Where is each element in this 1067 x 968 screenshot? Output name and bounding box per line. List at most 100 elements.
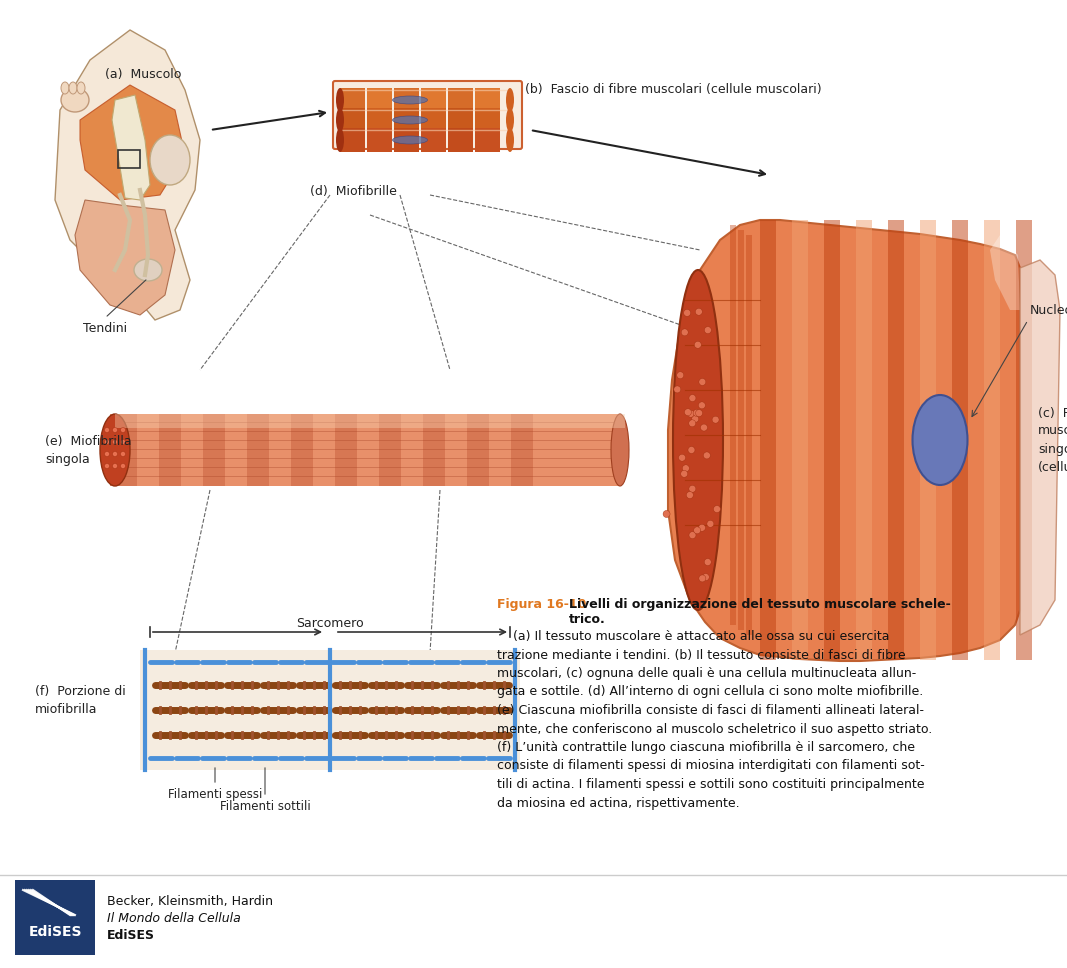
Bar — [421, 108, 446, 132]
Ellipse shape — [704, 326, 712, 334]
Ellipse shape — [393, 96, 428, 104]
Ellipse shape — [687, 410, 695, 417]
Polygon shape — [1020, 260, 1060, 635]
Ellipse shape — [336, 108, 344, 132]
Bar — [448, 88, 473, 112]
Ellipse shape — [679, 454, 686, 461]
Ellipse shape — [694, 527, 701, 533]
Ellipse shape — [703, 452, 711, 459]
Text: EdiSES: EdiSES — [107, 929, 155, 942]
Ellipse shape — [393, 116, 428, 124]
Bar — [888, 220, 904, 660]
Bar — [394, 128, 419, 152]
Bar — [291, 414, 313, 486]
Bar — [511, 414, 534, 486]
Ellipse shape — [393, 136, 428, 144]
Bar — [920, 220, 936, 660]
Ellipse shape — [121, 439, 126, 444]
Text: Nucleo: Nucleo — [1030, 304, 1067, 317]
Text: (d)  Miofibrille: (d) Miofibrille — [310, 185, 397, 198]
Bar — [367, 88, 392, 112]
Bar — [379, 414, 401, 486]
Bar — [367, 128, 392, 152]
Bar — [746, 235, 752, 635]
Bar — [448, 128, 473, 152]
Ellipse shape — [684, 310, 690, 317]
Bar — [467, 414, 489, 486]
Ellipse shape — [689, 531, 696, 538]
Bar — [203, 414, 225, 486]
Ellipse shape — [714, 505, 720, 513]
Ellipse shape — [684, 408, 691, 415]
Ellipse shape — [112, 439, 117, 444]
Bar — [335, 414, 357, 486]
Polygon shape — [55, 30, 200, 320]
Ellipse shape — [696, 308, 702, 316]
Bar — [394, 88, 419, 112]
Polygon shape — [80, 85, 185, 200]
Bar — [856, 220, 872, 660]
Ellipse shape — [681, 470, 688, 477]
Bar — [159, 414, 181, 486]
Bar — [738, 230, 744, 630]
Text: Tendini: Tendini — [83, 322, 127, 335]
Ellipse shape — [121, 464, 126, 469]
Ellipse shape — [676, 372, 684, 378]
Ellipse shape — [112, 428, 117, 433]
Bar — [340, 128, 365, 152]
Ellipse shape — [702, 574, 710, 581]
Bar — [824, 220, 840, 660]
Text: (a)  Muscolo: (a) Muscolo — [105, 68, 181, 81]
Bar — [340, 88, 365, 112]
Text: (a) Il tessuto muscolare è attaccato alle ossa su cui esercita
trazione mediante: (a) Il tessuto muscolare è attaccato all… — [497, 630, 933, 809]
Ellipse shape — [695, 342, 701, 348]
Ellipse shape — [689, 485, 696, 493]
Bar — [340, 108, 365, 132]
Bar — [475, 108, 500, 132]
Ellipse shape — [691, 415, 699, 422]
Ellipse shape — [689, 395, 696, 402]
Ellipse shape — [506, 88, 514, 112]
Bar — [792, 220, 808, 660]
Bar — [730, 225, 736, 625]
Text: (b)  Fascio di fibre muscolari (cellule muscolari): (b) Fascio di fibre muscolari (cellule m… — [525, 83, 822, 97]
Text: Il Mondo della Cellula: Il Mondo della Cellula — [107, 912, 241, 925]
Bar — [140, 650, 520, 770]
Ellipse shape — [100, 414, 130, 486]
Ellipse shape — [69, 82, 77, 94]
Bar — [421, 88, 446, 112]
Ellipse shape — [150, 135, 190, 185]
Ellipse shape — [134, 259, 162, 281]
Bar — [394, 108, 419, 132]
Ellipse shape — [699, 402, 705, 408]
Bar — [421, 128, 446, 152]
Ellipse shape — [699, 525, 705, 531]
Bar — [110, 414, 620, 486]
Polygon shape — [668, 220, 1020, 661]
Bar — [340, 128, 365, 152]
Ellipse shape — [112, 451, 117, 457]
Bar — [760, 220, 776, 660]
Ellipse shape — [112, 464, 117, 469]
Bar — [118, 150, 140, 168]
Text: EdiSES: EdiSES — [28, 925, 82, 939]
Ellipse shape — [696, 409, 702, 416]
Polygon shape — [75, 200, 175, 315]
Bar — [475, 88, 500, 112]
Bar — [984, 220, 1000, 660]
Ellipse shape — [336, 88, 344, 112]
Ellipse shape — [105, 451, 110, 457]
Ellipse shape — [611, 414, 630, 486]
Ellipse shape — [121, 428, 126, 433]
Ellipse shape — [77, 82, 85, 94]
Bar — [448, 108, 473, 132]
Ellipse shape — [336, 128, 344, 152]
Ellipse shape — [700, 424, 707, 431]
Bar — [423, 414, 445, 486]
Ellipse shape — [704, 559, 712, 565]
Text: Sarcomero: Sarcomero — [297, 617, 364, 630]
Ellipse shape — [61, 88, 89, 112]
Ellipse shape — [712, 416, 719, 423]
Ellipse shape — [105, 439, 110, 444]
Ellipse shape — [699, 378, 706, 385]
